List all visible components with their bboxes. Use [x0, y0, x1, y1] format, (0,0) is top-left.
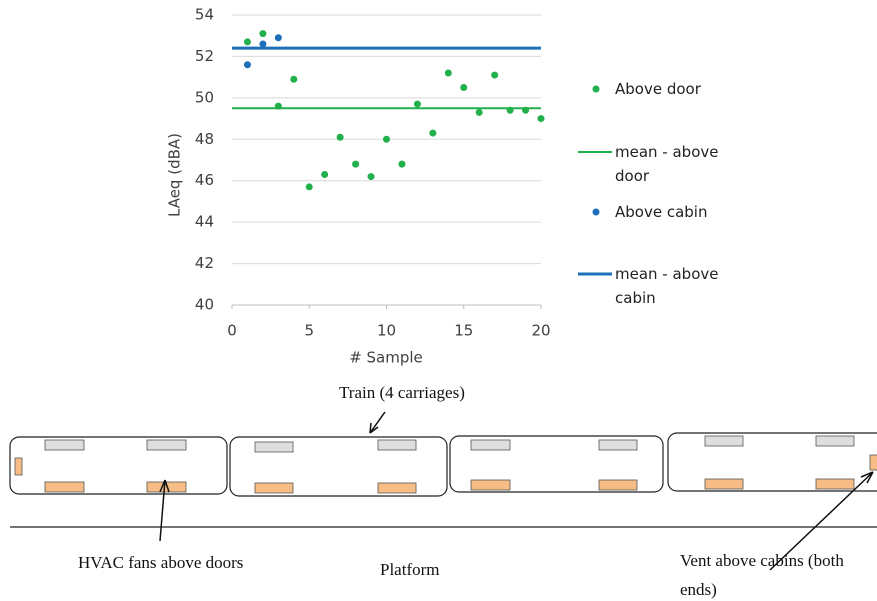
- hvac-fan: [146, 481, 187, 493]
- legend-label: mean - above door: [615, 143, 719, 185]
- carriage: [229, 436, 448, 497]
- arrow: [769, 471, 874, 571]
- hvac-fan: [598, 479, 638, 491]
- y-tick-label: 52: [195, 47, 214, 65]
- carriage: [667, 432, 877, 492]
- train-diagram: [9, 432, 877, 497]
- x-tick-label: 5: [304, 322, 314, 340]
- point: [352, 160, 360, 168]
- roof-units: [44, 435, 855, 453]
- roof-unit: [704, 435, 744, 447]
- legend-marker: [592, 85, 600, 93]
- platform-label: Platform: [380, 560, 440, 579]
- y-tick-label: 40: [195, 296, 214, 314]
- point: [336, 133, 344, 141]
- point: [321, 171, 329, 178]
- roof-unit: [377, 439, 417, 451]
- roof-unit: [815, 435, 855, 447]
- y-tick-label: 42: [195, 254, 214, 272]
- vent-label: Vent above cabins (both ends): [680, 551, 844, 599]
- carriage: [449, 435, 664, 493]
- point: [383, 135, 390, 143]
- point: [243, 61, 251, 69]
- point: [413, 100, 421, 108]
- point: [491, 71, 499, 79]
- legend-label: mean - above cabin: [615, 265, 719, 307]
- point: [290, 75, 298, 83]
- x-tick-label: 15: [454, 322, 473, 340]
- y-tick-label: 46: [195, 171, 214, 189]
- point: [398, 160, 406, 168]
- carriage: [9, 436, 228, 495]
- cabin-vent: [869, 454, 877, 471]
- x-tick-label: 10: [377, 322, 396, 340]
- point: [305, 183, 313, 191]
- point: [367, 173, 375, 181]
- x-tick-label: 0: [227, 322, 237, 340]
- roof-unit: [44, 439, 85, 451]
- hvac-fan: [377, 482, 417, 494]
- point: [460, 84, 468, 91]
- hvac-fan: [704, 478, 744, 490]
- train-label: Train (4 carriages): [339, 383, 465, 402]
- roof-unit: [470, 439, 511, 451]
- point: [259, 30, 267, 38]
- roof-unit: [146, 439, 187, 451]
- y-tick-label: 50: [195, 88, 214, 106]
- legend-label: Above cabin: [615, 203, 708, 221]
- point: [243, 38, 251, 46]
- point: [274, 34, 282, 42]
- arrows: [159, 411, 874, 571]
- y-axis-title: LAeq (dBA): [166, 133, 184, 217]
- point: [429, 129, 437, 137]
- x-tick-label: 20: [531, 322, 550, 340]
- point: [259, 40, 267, 48]
- hvac-label: HVAC fans above doors: [78, 553, 244, 572]
- point: [444, 69, 452, 77]
- roof-unit: [598, 439, 638, 451]
- hvac-fan: [254, 482, 294, 494]
- hvac-fan: [44, 481, 85, 493]
- y-tick-label: 54: [195, 6, 214, 24]
- legend-marker: [592, 208, 600, 216]
- y-tick-label: 44: [195, 213, 214, 231]
- hvac-fan: [815, 478, 855, 490]
- roof-unit: [254, 441, 294, 453]
- legend-label: Above door: [615, 80, 701, 98]
- cabin-vent: [14, 457, 23, 476]
- arrow: [159, 479, 170, 542]
- point: [475, 108, 483, 116]
- hvac-fans: [14, 454, 877, 494]
- x-axis-title: # Sample: [349, 349, 423, 367]
- arrow: [369, 411, 386, 434]
- hvac-fan: [470, 479, 511, 491]
- y-tick-label: 48: [195, 130, 214, 148]
- point: [537, 115, 545, 123]
